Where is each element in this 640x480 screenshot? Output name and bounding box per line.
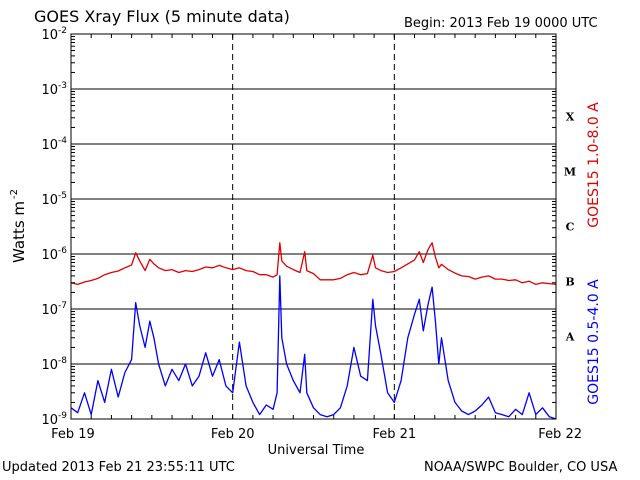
x-tick-label: Feb 19 <box>51 427 95 442</box>
y-tick-label: 10-6 <box>41 246 67 263</box>
x-axis-label: Universal Time <box>268 443 365 458</box>
chart-title: GOES Xray Flux (5 minute data) <box>34 7 290 26</box>
x-axis-ticks: Feb 19 Feb 20 Feb 21 Feb 22 <box>51 34 582 442</box>
series-line-long <box>70 242 557 286</box>
legend: GOES15 1.0-8.0 A GOES15 0.5-4.0 A <box>586 102 602 405</box>
y-tick-label: 10-5 <box>41 191 67 208</box>
begin-time: Begin: 2013 Feb 19 0000 UTC <box>404 16 598 31</box>
x-tick-label: Feb 20 <box>211 427 255 442</box>
updated-timestamp: Updated 2013 Feb 21 23:55:11 UTC <box>2 460 235 475</box>
y-tick-label: 10-4 <box>41 136 67 153</box>
credit: NOAA/SWPC Boulder, CO USA <box>424 460 618 475</box>
y-tick-label: 10-9 <box>41 411 67 428</box>
flare-class-labels: X M C B A <box>564 111 576 344</box>
flare-class-label: M <box>564 166 576 179</box>
y-axis-label-sup: -2 <box>9 189 20 199</box>
plot-frame <box>70 33 557 420</box>
y-axis-ticks: 10-2 10-3 10-4 10-5 10-6 10-7 10-8 10-9 <box>41 26 556 428</box>
series-line-short <box>70 275 557 420</box>
y-tick-label: 10-7 <box>41 301 67 318</box>
flare-class-label: A <box>565 331 575 344</box>
x-tick-label: Feb 22 <box>538 427 582 442</box>
flare-class-label: C <box>566 221 575 234</box>
legend-entry-long: GOES15 1.0-8.0 A <box>586 102 602 228</box>
y-tick-label: 10-3 <box>41 81 67 98</box>
grid-lines <box>71 88 556 365</box>
legend-entry-short: GOES15 0.5-4.0 A <box>586 279 602 405</box>
x-tick-label: Feb 21 <box>372 427 416 442</box>
y-tick-label: 10-2 <box>41 26 67 43</box>
flare-class-label: X <box>566 111 575 124</box>
y-tick-label: 10-8 <box>41 356 67 373</box>
series-lines <box>70 242 557 420</box>
y-axis-label-text: Watts m <box>10 201 28 263</box>
y-axis-label: Watts m -2 <box>9 189 28 263</box>
flare-class-label: B <box>565 276 574 289</box>
day-dividers <box>232 34 395 419</box>
